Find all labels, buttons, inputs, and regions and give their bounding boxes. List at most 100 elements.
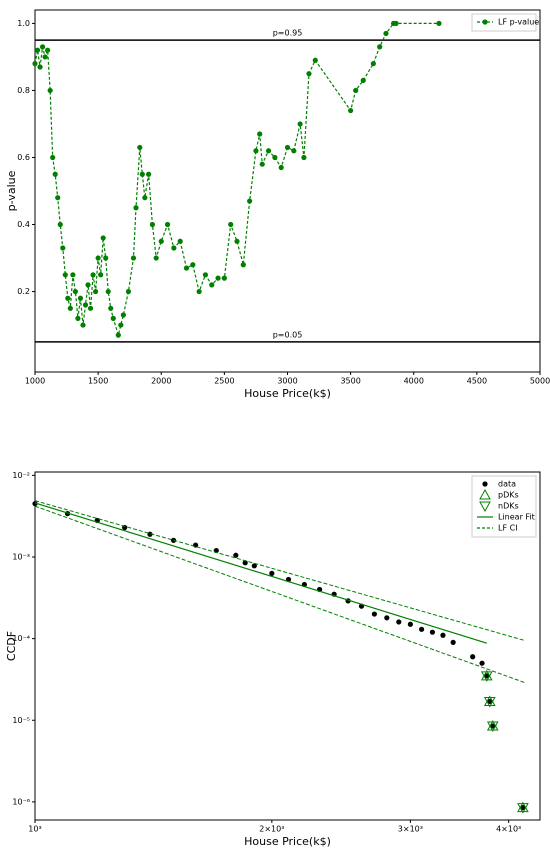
point (57, 221, 63, 228)
point (353, 87, 359, 94)
point (284, 144, 291, 151)
point (45, 47, 51, 53)
legend-label: nDKs (498, 502, 519, 511)
point (47, 87, 53, 94)
point (253, 148, 259, 154)
point (147, 531, 153, 537)
point (115, 332, 121, 338)
threshold-label: p=0.95 (273, 29, 303, 38)
point (470, 654, 476, 660)
x-tick-label: 10³ (28, 825, 41, 834)
x-tick-label: 2500 (214, 377, 234, 386)
x-tick-label: 4500 (467, 377, 487, 386)
point (72, 288, 78, 295)
point (436, 20, 442, 27)
point (234, 238, 240, 244)
point (52, 171, 58, 177)
point (269, 570, 275, 576)
legend-label: Linear Fit (498, 513, 535, 522)
point (100, 235, 106, 241)
point (110, 315, 116, 321)
point (82, 302, 89, 308)
point (62, 272, 68, 278)
point (215, 275, 221, 281)
point (67, 305, 73, 311)
point (440, 632, 446, 638)
point (98, 272, 104, 278)
point (393, 20, 399, 27)
point (221, 275, 227, 281)
x-tick-label: 2000 (151, 377, 171, 386)
point (87, 305, 94, 311)
point (80, 322, 86, 328)
point (490, 723, 496, 729)
plot-frame (34, 9, 541, 373)
point (371, 611, 377, 617)
y-tick-label: 0.4 (17, 220, 30, 229)
x-tick-label: 1500 (88, 377, 108, 386)
y-tick-label: 0.6 (17, 153, 30, 162)
legend-marker (479, 501, 491, 513)
point (487, 698, 493, 705)
y-tick-label: 0.8 (17, 86, 30, 95)
point (396, 619, 402, 625)
point (202, 272, 209, 278)
point (183, 265, 190, 271)
x-tick-label: 3000 (277, 377, 297, 386)
point (484, 673, 490, 679)
point (384, 615, 390, 621)
point (190, 262, 196, 268)
point (39, 44, 46, 50)
x-tick-label: 2×10³ (259, 825, 284, 834)
point (517, 803, 529, 814)
point (42, 54, 48, 60)
point (103, 255, 109, 261)
plot-frame (34, 471, 541, 821)
point (259, 161, 265, 167)
point (272, 154, 278, 161)
point (34, 47, 41, 53)
series-line (34, 22, 439, 338)
point (137, 144, 143, 151)
point (93, 288, 99, 295)
point (108, 305, 114, 311)
point (164, 221, 171, 228)
threshold-label: p=0.05 (273, 330, 303, 339)
point (177, 238, 183, 244)
point (479, 660, 485, 666)
point (32, 501, 38, 507)
point (130, 255, 137, 261)
point (118, 322, 124, 328)
x-tick-label: 3×10³ (398, 825, 423, 834)
legend-label: data (498, 480, 516, 489)
point (242, 560, 248, 566)
point (95, 255, 101, 261)
point (139, 171, 145, 177)
legend-label: LF CI (498, 524, 518, 533)
point (171, 245, 177, 251)
point (407, 621, 413, 627)
point (278, 164, 284, 171)
point (125, 288, 132, 295)
point (65, 295, 71, 301)
point (429, 629, 436, 635)
legend-marker (482, 19, 488, 25)
point (306, 71, 312, 77)
y-tick-label: 1.0 (17, 19, 30, 28)
point (60, 245, 66, 251)
point (133, 205, 139, 211)
y-axis-label: p-value (5, 170, 18, 211)
point (153, 255, 159, 261)
point (520, 805, 526, 811)
point (75, 315, 81, 321)
point (247, 198, 253, 204)
legend-label: pDKs (498, 491, 519, 500)
x-axis-label: House Price(k$) (244, 387, 331, 400)
point (297, 121, 303, 127)
ci-line (34, 505, 525, 683)
point (360, 77, 366, 83)
point (291, 148, 297, 154)
point (450, 639, 456, 645)
point (70, 272, 76, 278)
